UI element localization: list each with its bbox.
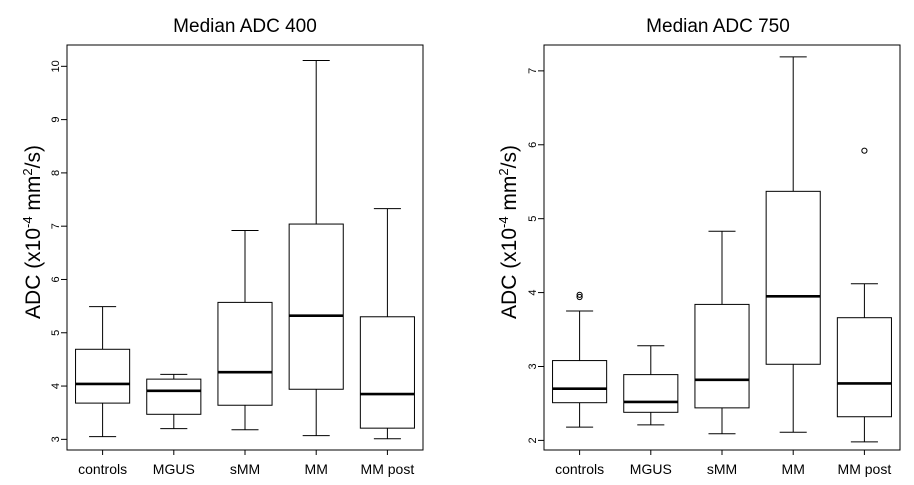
box-plot-marks: 2 3 4 5 6 7 controls MGUS sMM MM MM post — [527, 56, 892, 477]
y-tick-label: 9 — [50, 117, 62, 123]
x-category-label: MM — [782, 461, 805, 477]
y-axis-label: ADC (x10-4 mm2/s) — [20, 145, 45, 319]
outlier-point — [861, 147, 868, 154]
x-category-label: sMM — [230, 461, 260, 477]
iqr-box — [694, 303, 750, 409]
x-category-label: MGUS — [630, 461, 672, 477]
y-tick-label: 5 — [50, 330, 62, 336]
x-category-label: MM post — [361, 461, 415, 477]
chart-title: Median ADC 400 — [173, 16, 317, 37]
chart-title: Median ADC 750 — [646, 16, 790, 37]
y-axis-label: ADC (x10-4 mm2/s) — [496, 145, 521, 319]
y-tick-label: 3 — [527, 363, 539, 369]
y-tick-label: 7 — [50, 223, 62, 229]
iqr-box — [552, 360, 608, 404]
x-category-label: MM — [305, 461, 328, 477]
chart-panel-adc-750: Median ADC 750 ADC (x10-4 mm2/s) 2 3 4 5 6 7 c… — [496, 16, 901, 477]
y-tick-label: 10 — [50, 60, 62, 72]
y-tick-label: 8 — [50, 170, 62, 176]
x-category-label: sMM — [707, 461, 737, 477]
box-plot-marks: 3 4 5 6 7 8 9 10 controls MGUS sMM MM MM post — [50, 59, 415, 477]
iqr-box — [146, 378, 202, 415]
y-tick-label: 2 — [527, 437, 539, 443]
chart-panel-adc-400: Median ADC 400 ADC (x10-4 mm2/s) 3 4 5 6 7 8 9… — [20, 16, 424, 477]
y-tick-label: 6 — [527, 142, 539, 148]
x-category-label: controls — [78, 461, 127, 477]
y-tick-label: 3 — [50, 436, 62, 442]
y-tick-label: 7 — [527, 68, 539, 74]
y-tick-label: 4 — [527, 290, 539, 296]
y-tick-label: 5 — [527, 216, 539, 222]
outlier-point — [576, 293, 583, 301]
iqr-box — [836, 317, 892, 418]
outlier-point — [576, 291, 583, 298]
x-category-label: MM post — [838, 461, 892, 477]
y-tick-label: 6 — [50, 276, 62, 282]
x-category-label: MGUS — [153, 461, 195, 477]
iqr-box — [217, 301, 273, 406]
iqr-box — [75, 348, 131, 404]
iqr-box — [288, 223, 344, 390]
iqr-box — [359, 316, 415, 429]
y-tick-label: 4 — [50, 383, 62, 389]
iqr-box — [623, 374, 679, 413]
x-category-label: controls — [555, 461, 604, 477]
iqr-box — [765, 190, 821, 365]
